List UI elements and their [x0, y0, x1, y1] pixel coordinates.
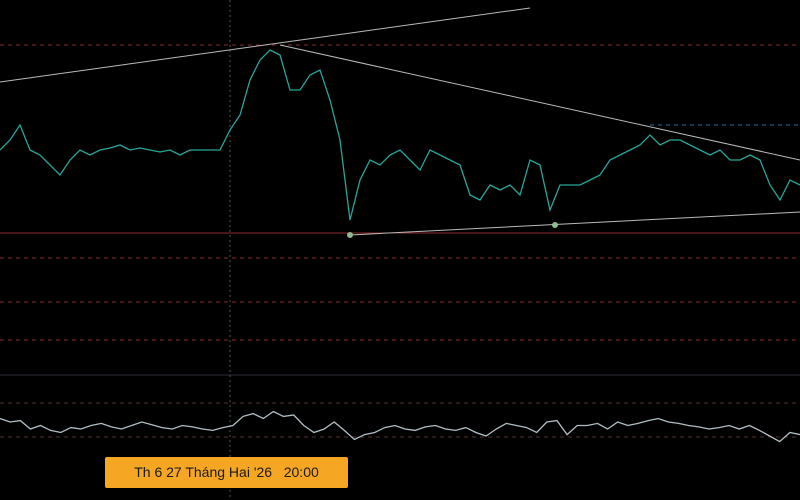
crosshair-label: Th 6 27 Tháng Hai '26 20:00 [105, 457, 348, 488]
pivot-point [347, 232, 353, 238]
trend-line [0, 7, 531, 83]
pivot-point [552, 222, 558, 228]
price-line [0, 49, 800, 221]
oscillator-line [0, 410, 800, 443]
trend-line [349, 211, 800, 236]
trend-line [279, 44, 800, 161]
